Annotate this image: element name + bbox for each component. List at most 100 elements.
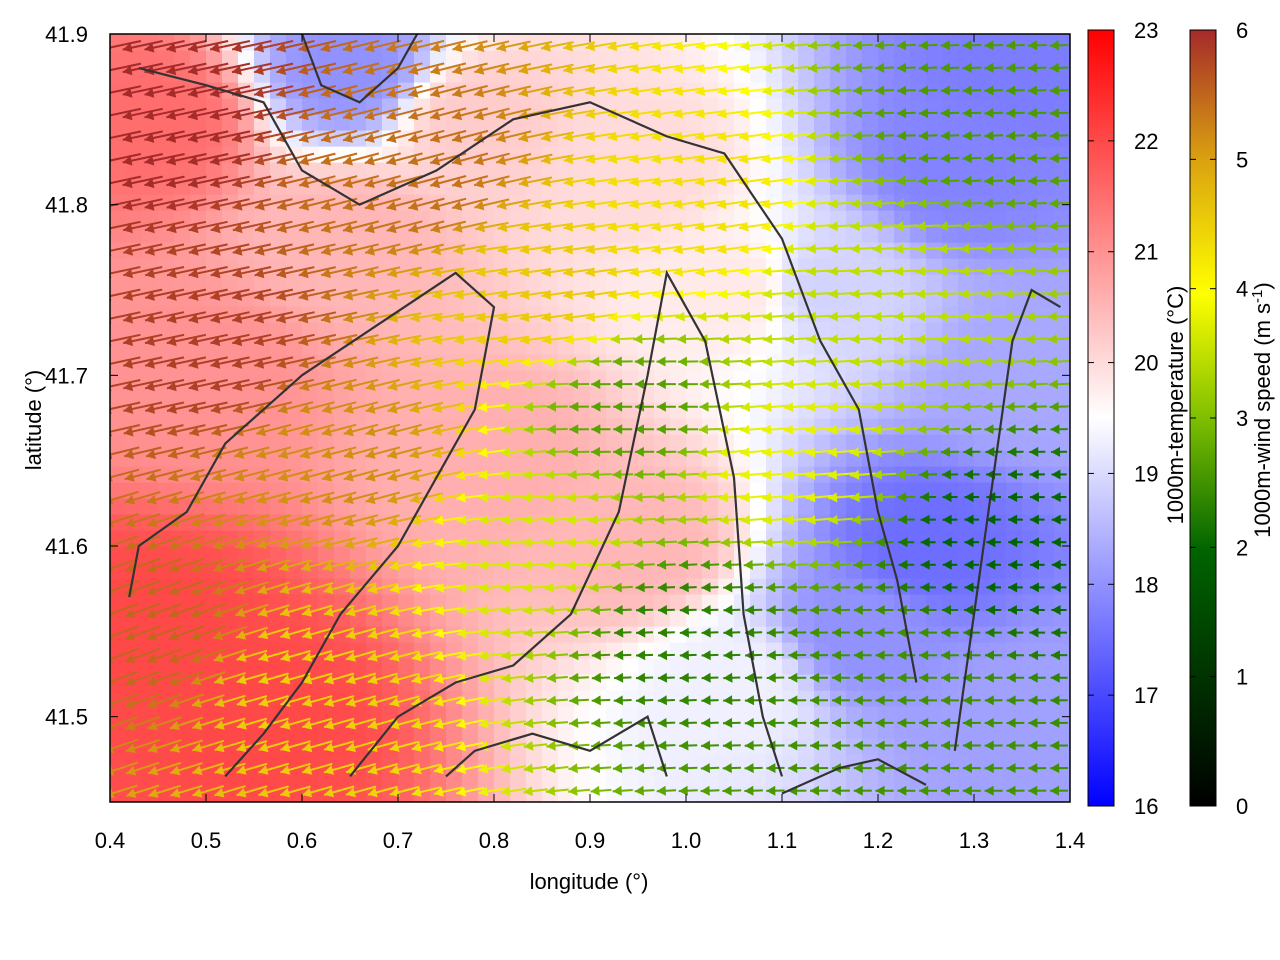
heatmap-cell xyxy=(974,322,991,339)
heatmap-cell xyxy=(590,754,607,771)
heatmap-cell xyxy=(174,562,191,579)
heatmap-cell xyxy=(622,594,639,611)
heatmap-cell xyxy=(478,434,495,451)
heatmap-cell xyxy=(1054,386,1070,403)
colorbar-tick-label: 0 xyxy=(1236,794,1248,819)
heatmap-cell xyxy=(894,722,911,739)
heatmap-cell xyxy=(606,434,623,451)
heatmap-cell xyxy=(638,706,655,723)
heatmap-cell xyxy=(558,770,575,787)
heatmap-cell xyxy=(958,370,975,387)
heatmap-cell xyxy=(638,306,655,323)
heatmap-cell xyxy=(1022,210,1039,227)
heatmap-cell xyxy=(702,210,719,227)
heatmap-cell xyxy=(542,706,559,723)
heatmap-cell xyxy=(462,546,479,563)
heatmap-cell xyxy=(366,706,383,723)
heatmap-cell xyxy=(734,738,751,755)
heatmap-cell xyxy=(686,162,703,179)
heatmap-cell xyxy=(750,626,767,643)
heatmap-cell xyxy=(574,754,591,771)
heatmap-cell xyxy=(1054,322,1070,339)
heatmap-cell xyxy=(350,274,367,291)
heatmap-cell xyxy=(798,594,815,611)
x-tick-label: 1.3 xyxy=(959,828,990,853)
heatmap-cell xyxy=(1006,594,1023,611)
heatmap-cell xyxy=(622,418,639,435)
heatmap-cell xyxy=(1038,738,1055,755)
heatmap-cell xyxy=(574,338,591,355)
heatmap-cell xyxy=(1022,610,1039,627)
heatmap-cell xyxy=(606,162,623,179)
heatmap-cell xyxy=(110,162,127,179)
heatmap-cell xyxy=(510,450,527,467)
heatmap-cell xyxy=(782,610,799,627)
heatmap-cell xyxy=(110,210,127,227)
heatmap-cell xyxy=(702,274,719,291)
heatmap-cell xyxy=(958,162,975,179)
heatmap-cell xyxy=(158,690,175,707)
heatmap-cell xyxy=(542,658,559,675)
heatmap-cell xyxy=(1022,226,1039,243)
heatmap-cell xyxy=(1038,306,1055,323)
heatmap-cell xyxy=(846,658,863,675)
heatmap-cell xyxy=(894,658,911,675)
heatmap-cell xyxy=(158,274,175,291)
heatmap-cell xyxy=(1038,370,1055,387)
wind-colorbar: 0 1 2 3 4 5 6 1000m-wind speed (m s-1) xyxy=(1189,18,1275,819)
heatmap-cell xyxy=(686,626,703,643)
heatmap-cell xyxy=(174,274,191,291)
heatmap-cell xyxy=(1038,354,1055,371)
heatmap-cell xyxy=(782,434,799,451)
heatmap-cell xyxy=(622,722,639,739)
heatmap-cell xyxy=(750,530,767,547)
heatmap-cell xyxy=(382,386,399,403)
colorbar-tick-label: 16 xyxy=(1134,794,1158,819)
heatmap-cell xyxy=(366,770,383,787)
heatmap-cell xyxy=(366,98,383,115)
heatmap-cell xyxy=(430,706,447,723)
heatmap-cell xyxy=(926,274,943,291)
heatmap-cell xyxy=(398,386,415,403)
x-tick-label: 1.0 xyxy=(671,828,702,853)
heatmap-cell xyxy=(958,50,975,67)
x-tick-label: 1.2 xyxy=(863,828,894,853)
heatmap-cell xyxy=(654,658,671,675)
heatmap-cell xyxy=(1006,562,1023,579)
heatmap-cell xyxy=(926,722,943,739)
heatmap-cell xyxy=(398,482,415,499)
heatmap-cell xyxy=(270,770,287,787)
heatmap-cell xyxy=(974,386,991,403)
heatmap-cell xyxy=(590,322,607,339)
heatmap-cell xyxy=(590,50,607,67)
heatmap-cell xyxy=(222,386,239,403)
colorbar-tick-label: 20 xyxy=(1134,351,1158,376)
heatmap-cell xyxy=(638,546,655,563)
heatmap-cell xyxy=(750,514,767,531)
y-tick-label: 41.5 xyxy=(45,705,88,730)
heatmap-cell xyxy=(894,434,911,451)
heatmap-cell xyxy=(846,434,863,451)
plot-area: 0.4 0.5 0.6 0.7 0.8 0.9 1.0 1.1 1.2 1.3 1.4 41.5 41… xyxy=(45,22,1085,853)
heatmap-cell xyxy=(526,386,543,403)
heatmap-cell xyxy=(462,690,479,707)
x-tick-label: 0.7 xyxy=(383,828,414,853)
heatmap-cell xyxy=(142,434,159,451)
heatmap-cell xyxy=(654,546,671,563)
heatmap-cell xyxy=(222,546,239,563)
heatmap-cell xyxy=(462,274,479,291)
heatmap-cell xyxy=(222,770,239,787)
heatmap-cell xyxy=(478,386,495,403)
heatmap-cell xyxy=(910,482,927,499)
heatmap-cell xyxy=(718,770,735,787)
heatmap-cell xyxy=(1054,370,1070,387)
heatmap-cell xyxy=(686,706,703,723)
heatmap-cell xyxy=(974,626,991,643)
heatmap-cell xyxy=(1054,274,1070,291)
heatmap-cell xyxy=(846,274,863,291)
heatmap-cell xyxy=(798,626,815,643)
heatmap-cell xyxy=(782,770,799,787)
heatmap-cell xyxy=(862,338,879,355)
heatmap-cell xyxy=(990,338,1007,355)
heatmap-cell xyxy=(1006,210,1023,227)
